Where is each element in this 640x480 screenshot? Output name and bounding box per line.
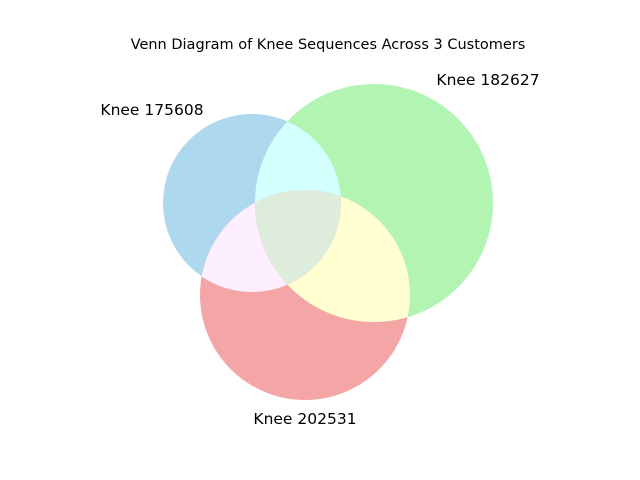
region-a-and-c — [200, 190, 341, 292]
region-b-and-c — [255, 190, 410, 322]
set-c-label: Knee 202531 — [253, 410, 356, 428]
set-b-label: Knee 182627 — [436, 71, 539, 89]
diagram-title: Venn Diagram of Knee Sequences Across 3 … — [131, 37, 526, 53]
set-a-label: Knee 175608 — [100, 101, 203, 119]
